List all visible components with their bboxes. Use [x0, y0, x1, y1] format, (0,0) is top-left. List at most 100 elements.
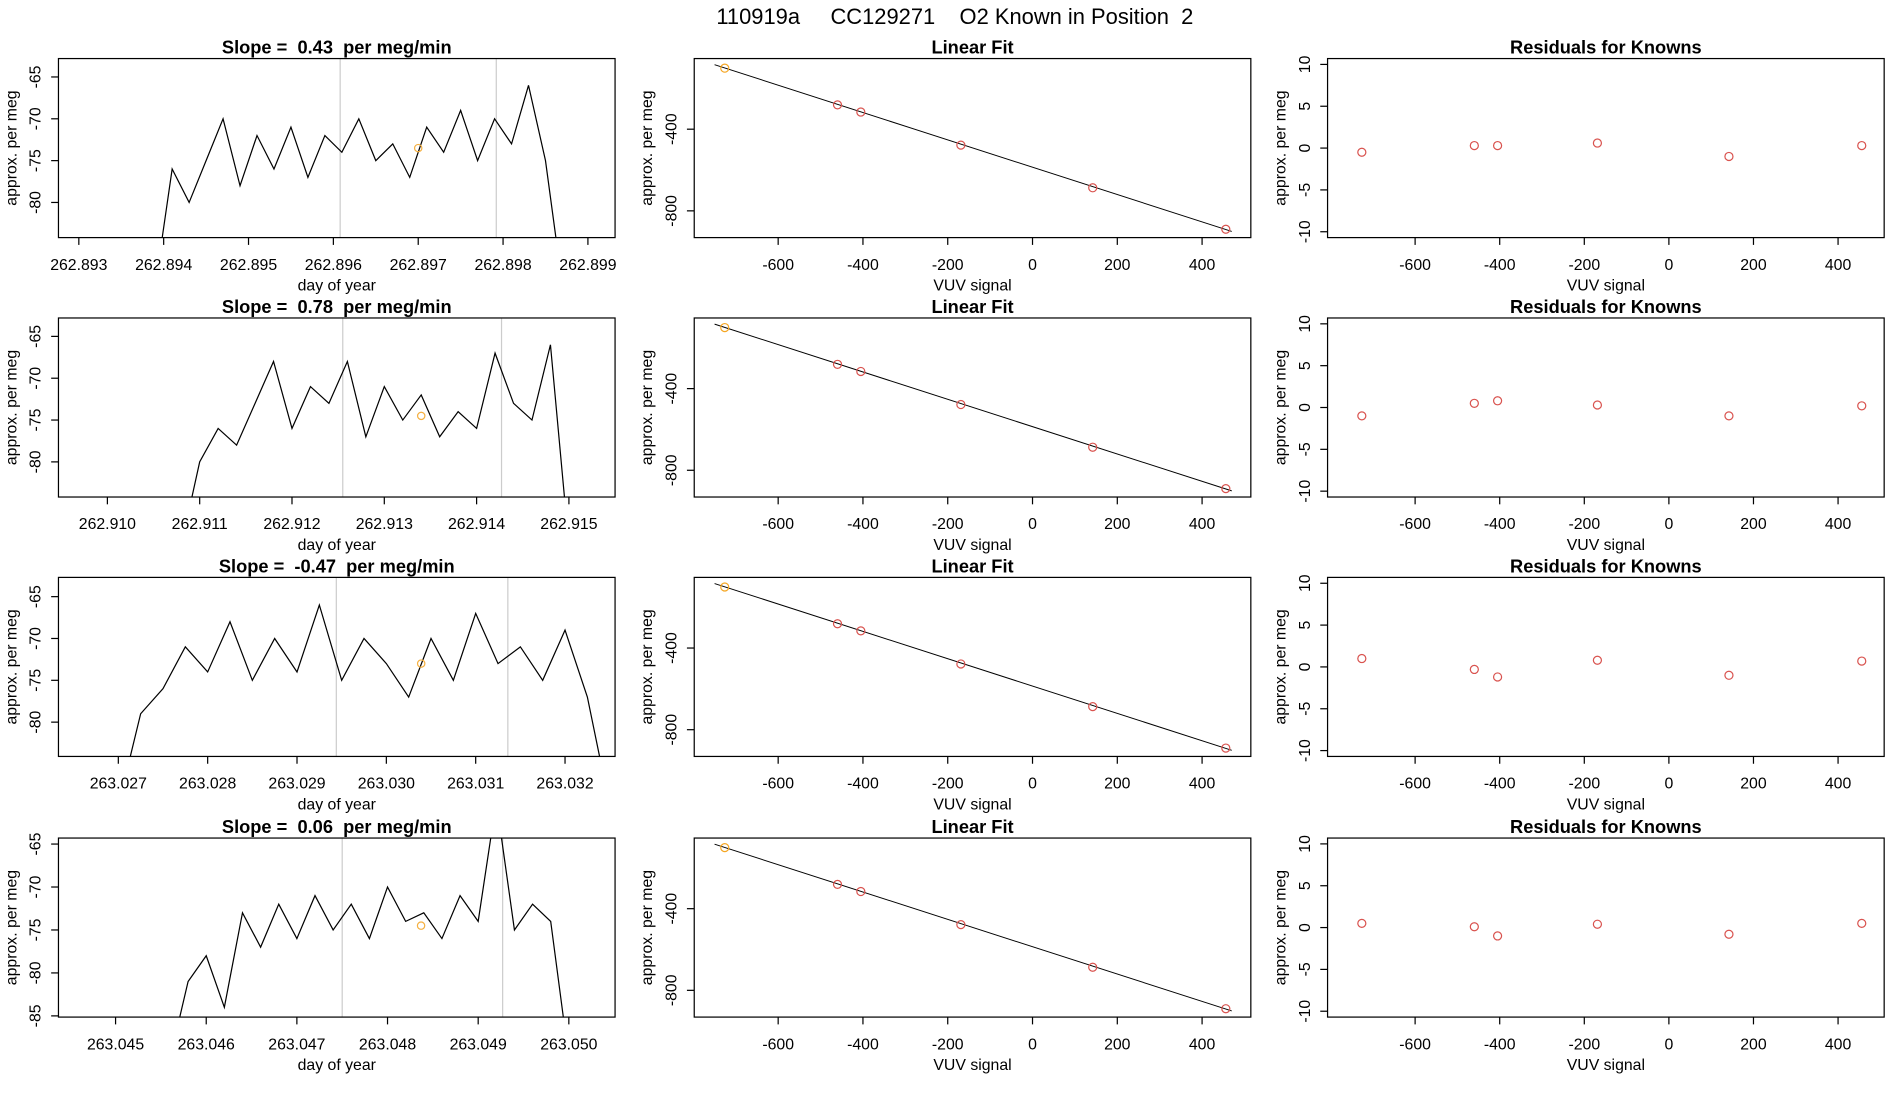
x-tick-label: 262.911 [172, 516, 228, 533]
panel-title: Residuals for Knowns [1510, 37, 1702, 58]
y-axis-label: approx. per meg [639, 870, 656, 985]
point [720, 843, 730, 853]
x-tick-label: 200 [1740, 776, 1767, 793]
panel: Residuals for Knowns VUV signal approx. pe… [1272, 555, 1885, 813]
y-axis-label: approx. per meg [3, 90, 20, 205]
y-tick-label: -70 [28, 627, 45, 650]
x-tick-label: 0 [1664, 257, 1673, 274]
plot-frame [693, 576, 1252, 758]
x-tick-label: 400 [1825, 257, 1852, 274]
y-tick-label: 5 [1297, 102, 1314, 111]
panel-title: Residuals for Knowns [1510, 296, 1702, 317]
x-tick-label: 262.893 [50, 257, 107, 274]
y-tick-label: 0 [1297, 143, 1314, 152]
point [1469, 140, 1479, 151]
fit-line [714, 583, 1232, 751]
x-axis-label: VUV signal [933, 278, 1011, 295]
x-tick-label: -200 [932, 257, 964, 274]
x-tick-label: 400 [1189, 516, 1216, 533]
plot-frame [693, 837, 1252, 1018]
x-tick-label: 200 [1740, 516, 1767, 533]
x-tick-label: -200 [1568, 516, 1600, 533]
plot-area [714, 582, 1232, 753]
point [1492, 396, 1503, 406]
y-tick-label: -85 [28, 1004, 45, 1027]
x-axis-label: day of year [298, 1057, 377, 1074]
plot-frame [1326, 837, 1885, 1018]
plot-frame [1326, 317, 1885, 498]
y-axis-label: approx. per meg [639, 350, 656, 465]
plot-frame [1326, 57, 1885, 239]
panel: Linear Fit VUV signal approx. per meg -600 -… [639, 37, 1252, 295]
x-axis-label: day of year [298, 278, 377, 295]
x-tick-label: -600 [762, 257, 794, 274]
point [1088, 962, 1098, 972]
plot-frame [57, 57, 616, 239]
point [720, 63, 730, 73]
panel-title: Slope = 0.43 per meg/min [222, 37, 452, 58]
panel-title: Linear Fit [931, 816, 1013, 837]
plot-frame [693, 57, 1252, 239]
highlight-point [416, 411, 426, 421]
point [720, 322, 730, 333]
plot-area [1357, 138, 1867, 162]
point [1221, 1004, 1231, 1014]
x-tick-label: 262.898 [474, 257, 531, 274]
x-tick-label: 263.032 [536, 776, 593, 793]
point [856, 107, 866, 117]
x-tick-label: -400 [1484, 257, 1516, 274]
point [1724, 670, 1734, 680]
x-tick-label: 0 [1028, 776, 1037, 793]
y-tick-label: -65 [28, 65, 45, 88]
x-tick-label: 263.031 [447, 776, 504, 793]
x-axis-label: VUV signal [933, 537, 1011, 554]
x-tick-label: 263.047 [268, 1036, 325, 1053]
x-axis-label: VUV signal [1567, 537, 1645, 554]
y-tick-label: -800 [663, 974, 680, 1006]
x-tick-label: 263.045 [87, 1036, 144, 1053]
point [1592, 400, 1603, 410]
y-axis-label: approx. per meg [1272, 350, 1289, 465]
y-axis-label: approx. per meg [3, 609, 20, 724]
y-tick-label: -10 [1297, 480, 1314, 503]
x-tick-label: 400 [1825, 1036, 1852, 1053]
x-tick-label: 262.914 [448, 516, 505, 533]
y-axis-label: approx. per meg [1272, 90, 1289, 205]
x-tick-label: -400 [847, 516, 879, 533]
point [1357, 918, 1367, 929]
x-tick-label: 200 [1104, 776, 1131, 793]
y-tick-label: -75 [28, 149, 45, 172]
point [1221, 484, 1231, 494]
point [1221, 224, 1231, 234]
point [1088, 442, 1098, 452]
y-tick-label: -5 [1297, 442, 1314, 456]
point [1857, 401, 1867, 411]
plot-area [179, 838, 564, 1018]
x-tick-label: 262.896 [305, 257, 362, 274]
x-tick-label: 400 [1825, 776, 1852, 793]
point [1221, 743, 1231, 753]
x-tick-label: 400 [1189, 257, 1216, 274]
x-tick-label: 262.910 [79, 516, 136, 533]
x-tick-label: 263.048 [359, 1036, 416, 1053]
x-tick-label: -400 [847, 1036, 879, 1053]
point [720, 582, 730, 592]
panel-title: Residuals for Knowns [1510, 555, 1702, 576]
panel-title: Linear Fit [931, 37, 1013, 58]
point [1088, 183, 1098, 193]
x-tick-label: 262.913 [356, 516, 413, 533]
x-axis-label: day of year [298, 796, 377, 813]
x-tick-label: -200 [932, 1036, 964, 1053]
point [832, 359, 843, 369]
x-tick-label: 262.912 [263, 516, 320, 533]
point [1724, 411, 1734, 421]
point [1469, 922, 1479, 932]
y-tick-label: -10 [1297, 1000, 1314, 1023]
x-tick-label: -600 [1399, 776, 1431, 793]
y-tick-label: -75 [28, 918, 45, 941]
x-tick-label: 400 [1189, 776, 1216, 793]
point [856, 366, 866, 377]
x-axis-label: VUV signal [933, 1057, 1011, 1074]
panel: Slope = 0.06 per meg/min day of year appro… [3, 816, 616, 1074]
